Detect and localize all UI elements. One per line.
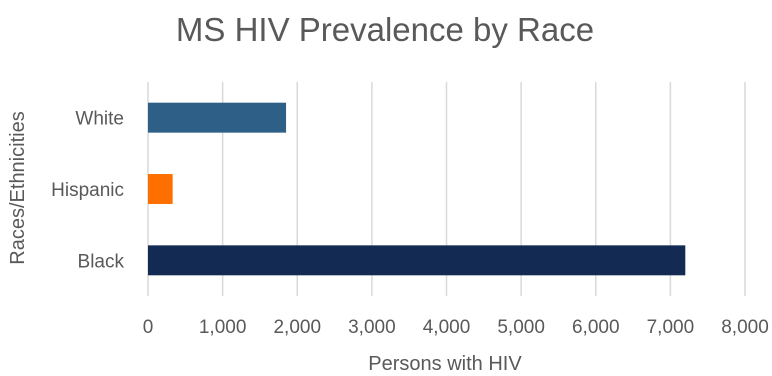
chart-title: MS HIV Prevalence by Race (176, 11, 594, 48)
x-tick-label: 6,000 (572, 317, 620, 338)
category-labels: White Hispanic Black (51, 109, 124, 273)
x-tick-label: 2,000 (273, 317, 321, 338)
x-tick-labels: 0 1,000 2,000 3,000 4,000 5,000 6,000 7,000 8,00… (143, 317, 769, 338)
category-label-white: White (75, 109, 124, 130)
bar-black (148, 245, 686, 276)
bars (148, 102, 686, 276)
category-label-black: Black (78, 251, 125, 272)
x-tick-label: 8,000 (721, 317, 769, 338)
x-tick-label: 4,000 (423, 317, 471, 338)
x-tick-label: 5,000 (497, 317, 545, 338)
y-axis-title: Races/Ethnicities (7, 111, 29, 264)
x-tick-label: 0 (143, 317, 154, 338)
x-tick-label: 3,000 (348, 317, 396, 338)
bar-hispanic (148, 174, 173, 204)
x-tick-label: 1,000 (199, 317, 247, 338)
category-label-hispanic: Hispanic (51, 180, 124, 201)
bar-white (148, 102, 287, 133)
x-tick-label: 7,000 (647, 317, 695, 338)
x-axis-title: Persons with HIV (368, 353, 522, 375)
